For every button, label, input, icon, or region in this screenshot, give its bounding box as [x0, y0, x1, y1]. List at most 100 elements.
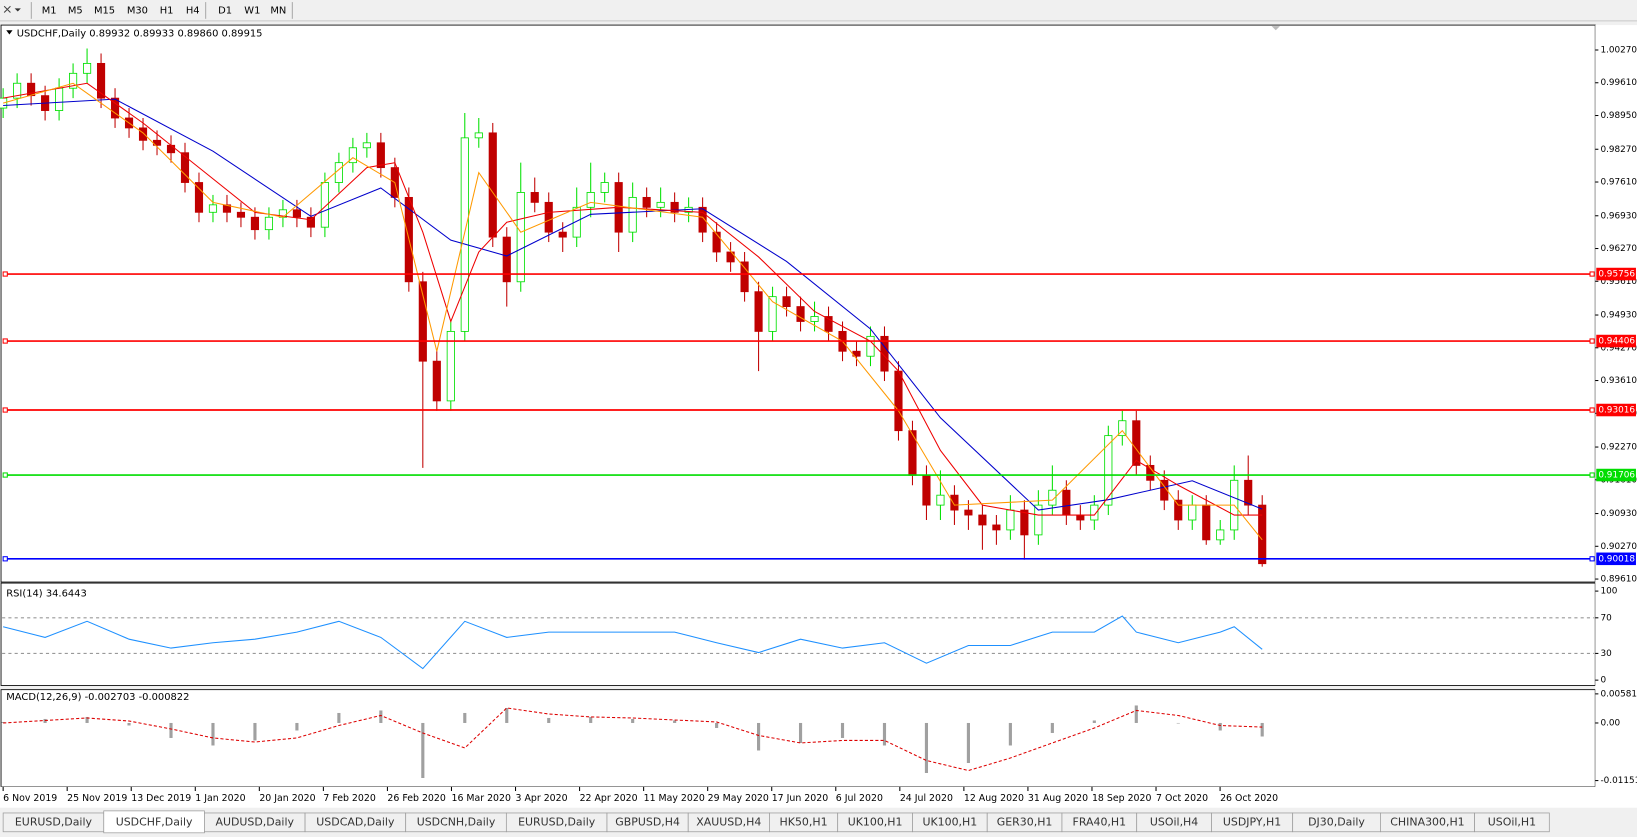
candle-body [1020, 509, 1029, 536]
candle-body [670, 201, 679, 213]
level-handle[interactable] [1589, 472, 1595, 478]
level-handle[interactable] [1589, 338, 1595, 344]
rsi-line [3, 615, 1263, 670]
tab-label[interactable]: XAUUSD,H4 [696, 815, 761, 828]
x-tick-label: 16 Mar 2020 [451, 793, 511, 804]
macd-signal [3, 707, 1263, 772]
level-handle[interactable] [1589, 271, 1595, 277]
candle-body [1174, 499, 1183, 521]
y-tick-label: 0.93610 [1600, 376, 1637, 386]
tab[interactable] [1474, 812, 1550, 833]
candle-body [558, 231, 567, 238]
candle-body [1104, 435, 1113, 506]
candle-body [264, 216, 274, 231]
timeframe-button[interactable]: M30 [127, 5, 148, 16]
y-tick-label: 100 [1600, 587, 1617, 597]
candle-body [880, 335, 889, 372]
candle-body [460, 137, 469, 332]
candle-body [1132, 420, 1141, 466]
level-handle[interactable] [2, 271, 8, 277]
candle-body [992, 524, 1001, 531]
macd-bar [673, 720, 677, 723]
candle-body [208, 204, 218, 213]
time-axis [0, 786, 1637, 808]
timeframe-button[interactable]: W1 [244, 5, 260, 16]
candle-body [334, 162, 343, 183]
timeframe-button[interactable]: M5 [68, 5, 83, 16]
tab-label[interactable]: USOil,H4 [1150, 815, 1198, 828]
level-price-box [1596, 468, 1636, 482]
toolbar [0, 0, 1637, 21]
candle-body [1160, 479, 1169, 501]
tab-label[interactable]: CHINA300,H1 [1390, 815, 1464, 828]
macd-bar [1092, 720, 1096, 723]
timeframe-button[interactable]: H4 [186, 5, 200, 16]
level-handle[interactable] [2, 407, 8, 413]
toolbar-icon[interactable] [3, 5, 11, 13]
candle-body [1188, 504, 1197, 521]
macd-bar [169, 722, 173, 738]
timeframe-button[interactable]: H1 [160, 5, 174, 16]
x-tick-label: 29 May 2020 [708, 793, 769, 804]
candle-body [544, 201, 553, 233]
x-tick-label: 22 Apr 2020 [580, 793, 638, 804]
macd-window [0, 689, 1596, 788]
y-tick-label: 0 [1600, 676, 1606, 686]
candle-body [69, 72, 78, 89]
candle-body [1062, 489, 1071, 516]
tab-label[interactable]: DJ30,Daily [1308, 815, 1365, 828]
candle-body [810, 316, 819, 322]
macd-bar [1050, 722, 1054, 733]
tab-label[interactable]: USDJPY,H1 [1223, 815, 1281, 828]
timeframe-button[interactable]: D1 [218, 5, 232, 16]
tab-label[interactable]: USOil,H1 [1488, 815, 1536, 828]
tab-label[interactable]: USDCHF,Daily [116, 815, 193, 828]
level-handle[interactable] [2, 472, 8, 478]
macd-bar [715, 722, 719, 728]
y-tick-label: -0.011514 [1600, 776, 1637, 786]
tab-label[interactable]: USDCNH,Daily [417, 815, 496, 828]
tab-label[interactable]: GER30,H1 [997, 815, 1053, 828]
tab-label[interactable]: EURUSD,Daily [518, 815, 596, 828]
level-handle[interactable] [2, 338, 8, 344]
toolbar-dropdown[interactable] [14, 8, 21, 12]
y-tick-label: 0.90270 [1600, 542, 1637, 552]
x-tick-label: 12 Aug 2020 [964, 793, 1024, 804]
tab-label[interactable]: UK100,H1 [922, 815, 977, 828]
y-tick-label: 0.94930 [1600, 311, 1637, 321]
tab-label[interactable]: EURUSD,Daily [15, 815, 93, 828]
candle-body [740, 261, 749, 293]
candle-body [656, 201, 665, 208]
y-tick-label: 0.98270 [1600, 145, 1637, 155]
tab-label[interactable]: GBPUSD,H4 [615, 815, 680, 828]
tab-label[interactable]: FRA40,H1 [1073, 815, 1127, 828]
level-price-label: 0.93016 [1598, 406, 1635, 416]
macd-bar [1176, 722, 1180, 724]
macd-bar [421, 722, 425, 778]
level-handle[interactable] [2, 556, 8, 562]
macd-bar [295, 722, 299, 731]
candle-body [1034, 504, 1043, 536]
x-tick-label: 26 Feb 2020 [387, 793, 445, 804]
timeframe-button[interactable]: M1 [42, 5, 57, 16]
tab-label[interactable]: UK100,H1 [848, 815, 903, 828]
candle-body [292, 209, 301, 218]
tab-label[interactable]: USDCAD,Daily [316, 815, 395, 828]
x-tick-label: 6 Nov 2019 [3, 793, 57, 804]
x-tick-label: 18 Sep 2020 [1092, 793, 1152, 804]
candle-body [782, 296, 791, 308]
level-handle[interactable] [1589, 407, 1595, 413]
candle-body [1216, 529, 1225, 541]
level-handle[interactable] [1589, 556, 1595, 562]
level-price-box [1596, 267, 1636, 281]
y-tick-label: 0.005818 [1600, 689, 1637, 699]
candle-body [936, 494, 945, 506]
candle-body [726, 251, 735, 263]
candle-body [908, 430, 917, 476]
tab-label[interactable]: AUDUSD,Daily [215, 815, 294, 828]
timeframe-button[interactable]: MN [270, 5, 286, 16]
macd-bar [253, 722, 257, 741]
tab-label[interactable]: HK50,H1 [780, 815, 828, 828]
timeframe-button[interactable]: M15 [94, 5, 115, 16]
